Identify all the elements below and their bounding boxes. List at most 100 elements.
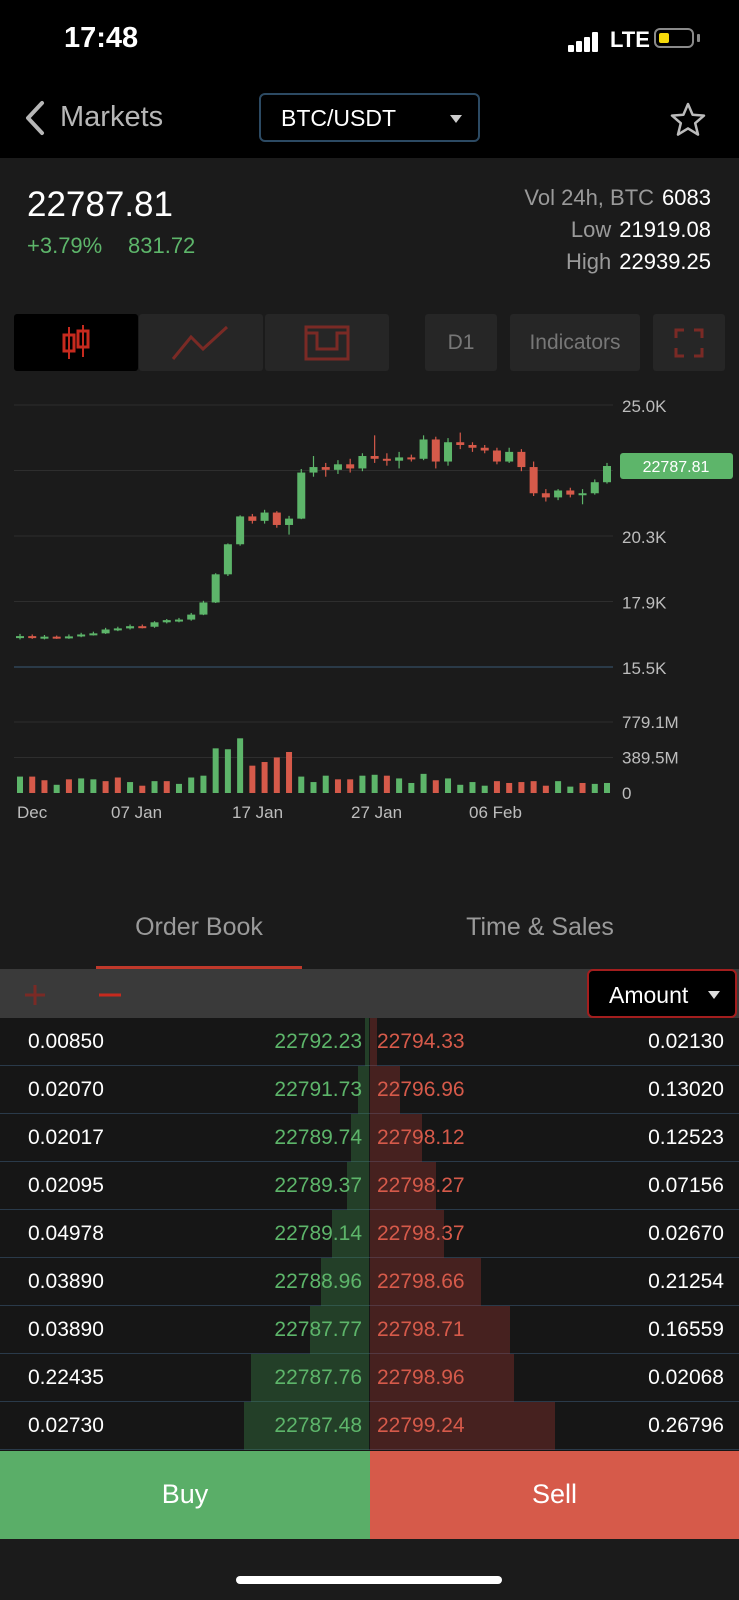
candle-body	[419, 439, 428, 459]
volume-bar	[396, 778, 403, 793]
time-tick-label: 07 Jan	[111, 803, 162, 822]
candle-body	[468, 444, 477, 448]
candle-body	[89, 633, 98, 636]
line-chart-icon	[171, 325, 229, 360]
candle-body	[223, 544, 232, 575]
ask-depth-bar	[370, 1306, 511, 1354]
tab-order-book[interactable]: Order Book	[96, 895, 302, 970]
volume-bar	[261, 762, 268, 793]
stat-label: Vol 24h, BTC	[524, 185, 655, 210]
candle-body	[566, 490, 575, 495]
volume-bar	[65, 779, 72, 793]
volume-bar	[188, 777, 195, 793]
fullscreen-button[interactable]	[653, 314, 725, 371]
sell-button[interactable]: Sell	[370, 1451, 739, 1539]
status-time: 17:48	[64, 22, 139, 54]
volume-bar	[347, 779, 354, 793]
candle-body	[138, 626, 147, 629]
fullscreen-icon	[674, 328, 704, 357]
ask-price: 22798.27	[377, 1174, 465, 1197]
price-tick-label: 20.3K	[622, 528, 667, 547]
volume-bar	[579, 782, 586, 793]
order-book-row[interactable]: 0.03890 22787.77 22798.71 0.16559	[0, 1306, 739, 1354]
volume-bar	[29, 776, 36, 793]
volume-bar	[224, 749, 231, 793]
bid-price: 22789.37	[274, 1174, 362, 1197]
interval-button[interactable]: D1	[425, 314, 497, 371]
zoom-out-minus-icon[interactable]	[95, 980, 125, 1010]
zoom-in-plus-icon[interactable]	[20, 980, 50, 1010]
current-price-label: 22787.81	[643, 459, 710, 476]
favorite-star-icon[interactable]	[668, 100, 708, 140]
volume-bar	[334, 779, 341, 793]
bid-price: 22789.14	[274, 1222, 362, 1245]
ask-price: 22799.24	[377, 1414, 465, 1437]
ask-depth-bar	[370, 1066, 400, 1114]
order-book-row[interactable]: 0.02017 22789.74 22798.12 0.12523	[0, 1114, 739, 1162]
ask-depth-bar	[370, 1210, 444, 1258]
ask-price: 22798.71	[377, 1318, 465, 1341]
price-tick-label: 25.0K	[622, 400, 667, 416]
amount-select[interactable]: Amount	[587, 969, 737, 1018]
order-book-row[interactable]: 0.22435 22787.76 22798.96 0.02068	[0, 1354, 739, 1402]
ask-price: 22798.12	[377, 1126, 465, 1149]
candle-body	[309, 467, 318, 473]
bid-price: 22792.23	[274, 1030, 362, 1053]
order-book-row[interactable]: 0.00850 22792.23 22794.33 0.02130	[0, 1018, 739, 1066]
ask-amount: 0.16559	[648, 1318, 724, 1341]
time-tick-label: 17 Jan	[232, 803, 283, 822]
candle-body	[554, 490, 563, 498]
bid-price: 22787.77	[274, 1318, 362, 1341]
volume-bar	[469, 782, 476, 793]
order-book-row[interactable]: 0.03890 22788.96 22798.66 0.21254	[0, 1258, 739, 1306]
candlestick-chart-button[interactable]	[14, 314, 138, 371]
ask-price: 22798.96	[377, 1366, 465, 1389]
time-tick-label: Dec	[17, 803, 48, 822]
depth-chart-button[interactable]	[265, 314, 389, 371]
volume-bar	[604, 782, 610, 793]
amount-label: Amount	[609, 982, 689, 1008]
candle-body	[370, 456, 379, 459]
volume-bar	[298, 776, 305, 793]
order-book-row[interactable]: 0.04978 22789.14 22798.37 0.02670	[0, 1210, 739, 1258]
stat-label: High	[565, 249, 612, 274]
candle-body	[333, 464, 342, 470]
candle-body	[16, 636, 24, 639]
candle-body	[101, 629, 110, 634]
volume-axis: 779.1M 389.5M 0	[622, 713, 679, 803]
pair-select[interactable]: BTC/USDT	[259, 93, 480, 142]
candle-body	[113, 628, 122, 631]
back-chevron-icon[interactable]	[22, 98, 52, 138]
line-chart-button[interactable]	[139, 314, 263, 371]
candle-body	[346, 464, 355, 469]
bid-amount: 0.00850	[28, 1030, 104, 1053]
volume-bar	[359, 775, 366, 793]
candle-body	[236, 516, 245, 545]
candle-body	[174, 619, 183, 622]
candle-body	[272, 512, 281, 525]
indicators-button[interactable]: Indicators	[510, 314, 640, 371]
bid-depth-bar	[350, 1114, 369, 1162]
candle-body	[199, 602, 208, 615]
volume-bar	[237, 738, 244, 793]
tab-time-sales[interactable]: Time & Sales	[440, 895, 640, 970]
buy-button[interactable]: Buy	[0, 1451, 370, 1539]
order-book-row[interactable]: 0.02095 22789.37 22798.27 0.07156	[0, 1162, 739, 1210]
ask-depth-bar	[370, 1354, 514, 1402]
candle-body	[321, 467, 330, 470]
bid-price: 22788.96	[274, 1270, 362, 1293]
time-tick-label: 27 Jan	[351, 803, 402, 822]
candles	[16, 432, 611, 640]
candle-body	[77, 634, 86, 637]
order-book-row[interactable]: 0.02730 22787.48 22799.24 0.26796	[0, 1402, 739, 1450]
volume-bar	[322, 775, 329, 793]
volume-bar	[286, 751, 293, 793]
back-button[interactable]: Markets	[60, 101, 164, 133]
ask-amount: 0.02670	[648, 1222, 724, 1245]
volume-bar	[555, 781, 562, 793]
ask-amount: 0.07156	[648, 1174, 724, 1197]
time-axis: Dec 07 Jan 17 Jan 27 Jan 06 Feb	[17, 803, 522, 822]
stat-label: Low	[570, 217, 612, 242]
order-book-row[interactable]: 0.02070 22791.73 22796.96 0.13020	[0, 1066, 739, 1114]
